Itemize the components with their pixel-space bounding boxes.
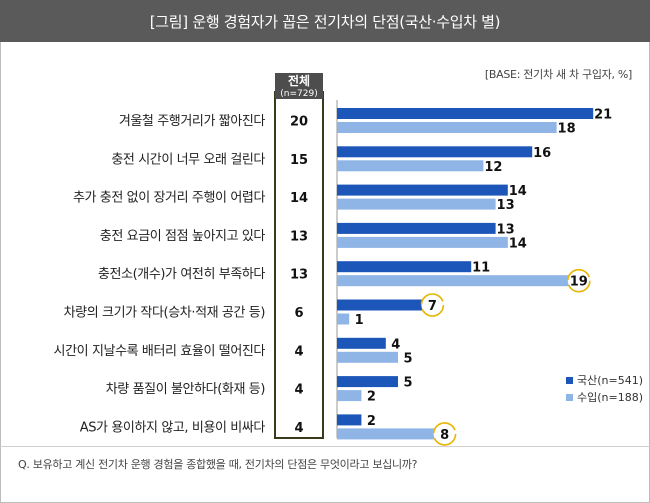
- domestic-bar: [337, 376, 398, 388]
- total-header-sublabel: (n=729): [280, 89, 317, 99]
- domestic-value-label: 5: [403, 376, 412, 391]
- domestic-bar: [337, 414, 362, 426]
- total-value-label: 14: [290, 191, 308, 206]
- domestic-bar: [337, 184, 508, 196]
- import-value-label: 1: [355, 313, 364, 328]
- domestic-value-label: 11: [472, 261, 490, 276]
- category-label: 차량 품질이 불안하다(화재 등): [106, 382, 265, 397]
- total-header-bg: [275, 73, 323, 99]
- import-bar: [337, 198, 496, 210]
- domestic-value-label: 14: [509, 184, 527, 199]
- legend-swatch-domestic: [566, 377, 573, 384]
- import-bar: [337, 351, 398, 363]
- import-value-label: 14: [509, 236, 527, 251]
- survey-question: Q. 보유하고 계신 전기차 운행 경험을 종합했을 때, 전기차의 단점은 무…: [18, 458, 418, 471]
- total-value-label: 4: [294, 421, 303, 436]
- domestic-value-label: 16: [533, 146, 551, 161]
- highlight-circle: [432, 422, 457, 446]
- total-value-label: 13: [290, 268, 308, 283]
- domestic-value-label: 13: [497, 222, 515, 237]
- import-bar: [337, 390, 362, 402]
- total-value-label: 20: [290, 115, 308, 130]
- category-label: AS가 용이하지 않고, 비용이 비싸다: [80, 420, 266, 435]
- import-value-label: 5: [403, 351, 412, 366]
- domestic-value-label: 4: [391, 337, 400, 352]
- import-bar: [337, 122, 557, 133]
- legend-swatch-import: [566, 394, 573, 401]
- total-value-label: 6: [294, 306, 303, 321]
- import-value-label: 8: [440, 428, 449, 443]
- domestic-bar: [337, 146, 533, 158]
- import-bar: [337, 275, 569, 287]
- domestic-value-label: 2: [367, 414, 376, 429]
- import-bar: [337, 160, 484, 172]
- category-label: 차량의 크기가 작다(승차·적재 공간 등): [64, 306, 265, 321]
- import-bar: [337, 236, 508, 248]
- total-value-label: 4: [294, 383, 303, 398]
- import-value-label: 19: [570, 275, 588, 290]
- highlight-circle: [420, 293, 445, 317]
- legend-label-domestic: 국산(n=541): [577, 374, 643, 387]
- category-label: 충전 요금이 점점 높아지고 있다: [100, 229, 266, 244]
- import-value-label: 13: [497, 198, 515, 213]
- domestic-value-label: 21: [594, 108, 612, 123]
- category-label: 겨울철 주행거리가 짧아진다: [119, 113, 266, 129]
- domestic-bar: [337, 261, 472, 273]
- domestic-bar: [337, 108, 594, 119]
- category-label: 충전 시간이 너무 오래 걸린다: [111, 152, 265, 167]
- domestic-bar: [337, 299, 423, 311]
- import-value-label: 2: [367, 390, 376, 405]
- footer-divider: [0, 446, 650, 447]
- base-note: [BASE: 전기차 새 차 구입자, %]: [484, 68, 632, 81]
- import-bar: [337, 313, 350, 325]
- category-label: 시간이 지날수록 배터리 효율이 떨어진다: [54, 344, 266, 359]
- highlight-circle: [566, 268, 591, 293]
- chart-title-bar: [그림] 운행 경험자가 꼽은 전기차의 단점(국산·수입차 별): [0, 0, 650, 42]
- total-value-label: 4: [294, 344, 303, 359]
- category-label: 충전소(개수)가 여전히 부족하다: [98, 267, 266, 282]
- chart-title: [그림] 운행 경험자가 꼽은 전기차의 단점(국산·수입차 별): [149, 12, 501, 31]
- category-label: 추가 충전 없이 장거리 주행이 어렵다: [73, 190, 266, 206]
- import-value-label: 12: [484, 160, 502, 175]
- total-value-label: 13: [290, 229, 308, 244]
- import-value-label: 18: [558, 122, 576, 137]
- import-bar: [337, 428, 435, 440]
- total-value-label: 15: [290, 153, 308, 168]
- legend-label-import: 수입(n=188): [577, 391, 643, 404]
- total-header-label: 전체: [288, 73, 310, 88]
- domestic-value-label: 7: [428, 299, 437, 314]
- domestic-bar: [337, 337, 386, 349]
- domestic-bar: [337, 222, 496, 234]
